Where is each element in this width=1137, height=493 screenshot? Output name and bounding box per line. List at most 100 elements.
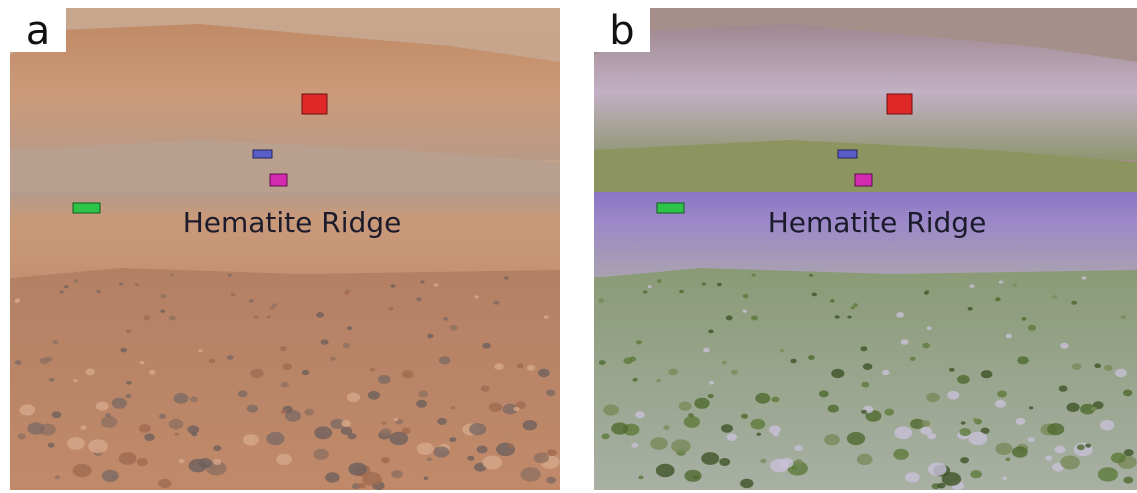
rock [198, 349, 203, 352]
rock [416, 400, 427, 408]
rock [688, 413, 694, 417]
rock [947, 391, 959, 400]
rock [52, 411, 62, 418]
rock [812, 293, 817, 297]
rock [437, 418, 447, 425]
rock [341, 420, 351, 427]
rock [348, 433, 357, 439]
rock [111, 475, 117, 479]
panel-label: b [609, 8, 634, 54]
rock [1060, 456, 1080, 470]
rock [538, 369, 550, 377]
rock [949, 368, 955, 372]
rock [272, 303, 277, 307]
rock [663, 425, 669, 430]
rock [901, 339, 909, 345]
rock [755, 393, 770, 404]
rock [809, 274, 813, 277]
rock [493, 301, 499, 305]
rock [135, 283, 140, 286]
rock [970, 470, 982, 478]
rock [709, 381, 714, 385]
rock [513, 407, 519, 411]
rock [74, 279, 79, 282]
rock [623, 358, 632, 365]
rock [49, 378, 54, 382]
rock [853, 303, 858, 307]
rock [144, 434, 154, 441]
rock [684, 470, 701, 482]
rock [348, 463, 367, 476]
rock [368, 391, 380, 400]
rock [635, 411, 645, 418]
rock [684, 416, 700, 428]
rock [1098, 467, 1118, 481]
page: a Hematite Ridge b Hematite Ridge (() =>… [0, 0, 1137, 493]
rock [547, 449, 557, 456]
rock [254, 315, 259, 319]
rock [210, 466, 215, 470]
rock [67, 437, 85, 450]
rock [144, 315, 151, 320]
rock [508, 444, 514, 448]
rock [391, 284, 396, 288]
marker-blue [838, 150, 857, 158]
rock [499, 444, 507, 450]
rock [959, 428, 970, 436]
rock [370, 368, 376, 372]
rock [1006, 334, 1012, 339]
rock [960, 457, 969, 463]
rock [381, 421, 386, 425]
rock [330, 357, 336, 361]
rock [477, 446, 488, 454]
rock [451, 406, 455, 409]
rock [266, 432, 284, 445]
rock [636, 340, 642, 344]
rock [719, 458, 730, 466]
rock [694, 398, 709, 409]
rock [727, 434, 737, 441]
rock [708, 394, 714, 398]
rock [1045, 456, 1052, 461]
rock [1082, 276, 1086, 279]
rock [1091, 407, 1097, 411]
rock [973, 418, 978, 421]
rock [643, 290, 647, 293]
rock [1060, 343, 1068, 349]
rock [650, 437, 668, 450]
marker-red [302, 94, 327, 114]
rock [795, 445, 803, 451]
rock [304, 409, 314, 416]
rock [88, 439, 108, 453]
rock [482, 456, 502, 470]
rock [638, 476, 643, 480]
rock [771, 397, 779, 403]
rock [968, 432, 987, 445]
rock [722, 361, 727, 365]
rock [656, 379, 661, 382]
rock [894, 426, 912, 439]
marker-blue [253, 150, 272, 158]
rock [313, 449, 328, 460]
rock [175, 433, 180, 436]
rock [773, 432, 779, 436]
rock [381, 457, 390, 463]
panel-b: b Hematite Ridge [594, 8, 1137, 490]
rock [863, 363, 873, 370]
rock [416, 297, 422, 301]
rock [726, 315, 733, 320]
rock [389, 432, 408, 445]
rock [169, 419, 184, 430]
rock [321, 339, 329, 345]
rock [631, 443, 638, 448]
rock [741, 414, 748, 419]
rock [1021, 317, 1026, 321]
rock [96, 402, 109, 411]
rock [885, 409, 895, 416]
rock [857, 454, 873, 465]
rock [344, 291, 349, 294]
rock [997, 391, 1007, 398]
rock [999, 281, 1003, 284]
rock [861, 382, 869, 388]
rock [847, 316, 851, 319]
